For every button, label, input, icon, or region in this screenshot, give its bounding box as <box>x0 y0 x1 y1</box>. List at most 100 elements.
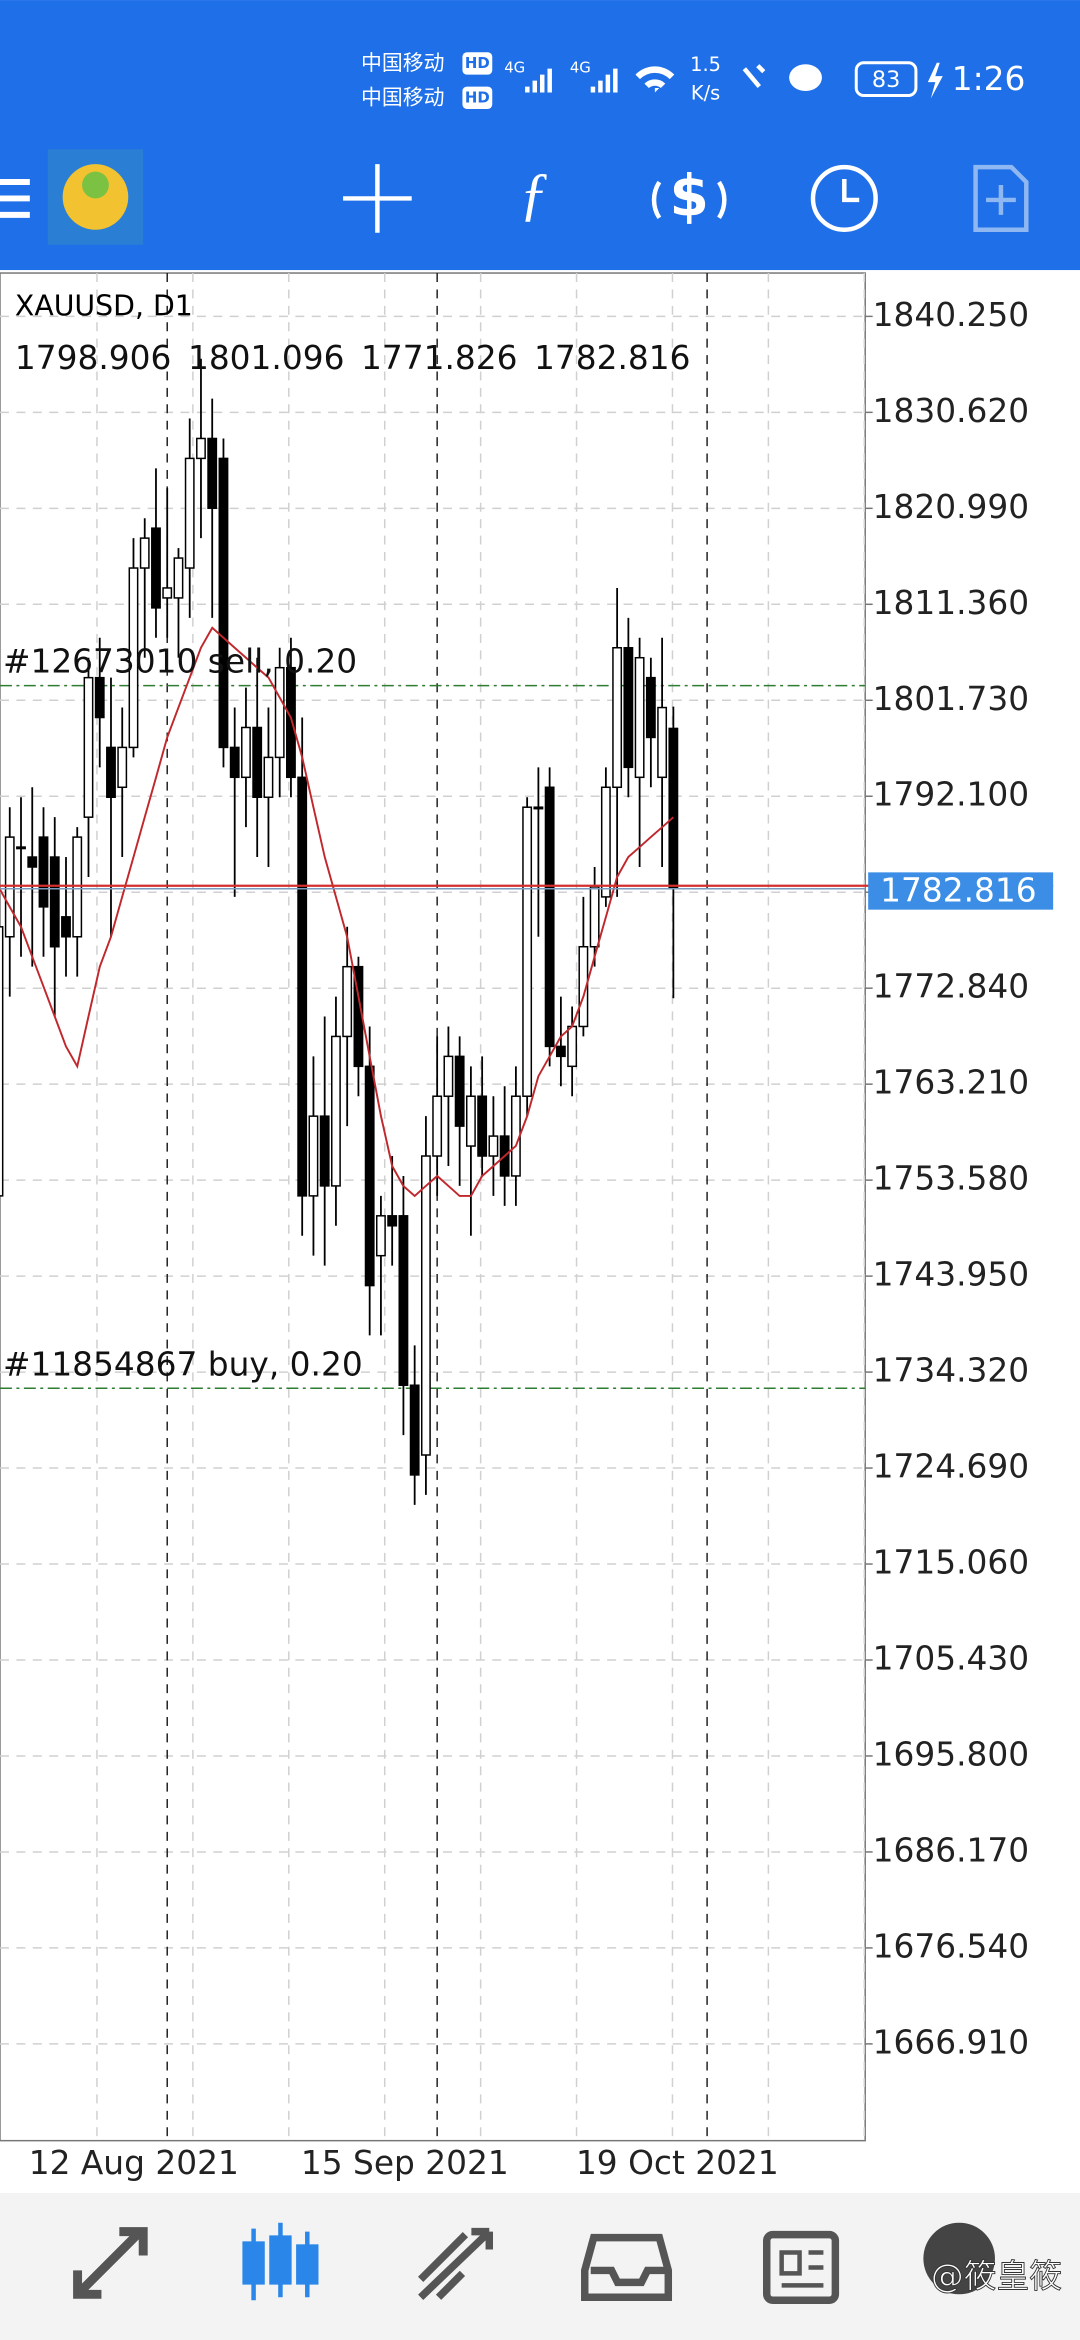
plot-area[interactable] <box>0 272 866 2142</box>
candle-body <box>229 746 240 779</box>
bottom-nav-items: @筱皇筱 <box>73 2222 1063 2305</box>
candle-body <box>477 1095 488 1157</box>
mute-icon <box>742 64 766 89</box>
candle-body <box>364 1065 375 1287</box>
y-tick-label: 1695.800 <box>873 1735 1029 1773</box>
candle-body <box>263 756 274 798</box>
trade-tab[interactable] <box>418 2227 494 2300</box>
candle-body <box>241 726 251 779</box>
candle-body <box>668 727 679 890</box>
x-tick-label: 19 Oct 2021 <box>576 2144 779 2182</box>
plus-icon <box>986 185 1016 215</box>
message-icon <box>789 64 822 92</box>
candle-body <box>657 706 668 779</box>
symbol-title: XAUUSD, D1 <box>15 289 193 322</box>
labels: XAUUSD, D1 1666.910 1676.540 1686.170 1695.… <box>3 289 1054 2182</box>
candle-body <box>94 676 105 719</box>
candle-body <box>139 537 150 569</box>
watermark: @筱皇筱 <box>931 2257 1062 2295</box>
y-tick-label: 1715.060 <box>873 1544 1029 1582</box>
x-tick-label: 12 Aug 2021 <box>29 2144 239 2182</box>
y-tick-label: 1811.360 <box>873 584 1029 622</box>
y-tick-label: 1792.100 <box>873 776 1029 814</box>
candle-body <box>319 1115 330 1187</box>
menu-button[interactable] <box>0 179 30 218</box>
avatar <box>923 2222 995 2295</box>
carrier: 中国移动 <box>361 86 445 110</box>
candle-body <box>612 647 623 789</box>
candle-body <box>286 666 296 779</box>
logo-mark <box>82 171 109 199</box>
y-tick-label: 1753.580 <box>873 1160 1029 1198</box>
candle-body <box>600 786 611 898</box>
candle-body <box>16 846 26 850</box>
x-tick-label: 15 Sep 2021 <box>301 2144 509 2182</box>
indicators-button[interactable]: ƒ <box>519 161 549 227</box>
candle-body <box>297 776 308 1197</box>
candle-body <box>420 1155 431 1456</box>
ohlc-open: 1798.906 <box>15 339 172 377</box>
candle-body <box>207 437 218 509</box>
y-tick-label: 1743.950 <box>873 1256 1029 1294</box>
app-bar <box>0 0 1080 271</box>
y-tick-label: 1724.690 <box>873 1448 1029 1486</box>
candle-body <box>409 1384 420 1476</box>
price-label-bg <box>868 872 1054 910</box>
candle-body <box>0 926 4 1197</box>
candle-body <box>274 666 285 759</box>
charging-icon <box>927 62 943 99</box>
wifi-icon <box>635 66 675 93</box>
signal-icon <box>525 68 618 93</box>
candle-body <box>634 656 645 779</box>
grid <box>0 273 873 2141</box>
candle-body <box>398 1215 409 1386</box>
candle-body <box>376 1215 386 1257</box>
candle-body <box>117 746 128 789</box>
ohlc-close: 1782.816 <box>534 339 691 377</box>
y-tick-label: 1820.990 <box>873 488 1029 526</box>
candle-body <box>567 1025 578 1068</box>
quotes-tab[interactable] <box>73 2227 148 2299</box>
candle-body <box>589 886 600 948</box>
candle-body <box>83 676 94 818</box>
candle-body <box>49 856 60 948</box>
candle-body <box>454 1055 465 1127</box>
candles <box>0 358 1054 1505</box>
y-tick-label: 1763.210 <box>873 1064 1029 1102</box>
hd-badge <box>462 52 493 75</box>
news-tab[interactable] <box>763 2230 840 2305</box>
candle-body <box>645 676 656 739</box>
candle-body <box>151 527 161 609</box>
clock: 1:26 <box>952 60 1026 98</box>
candle-body <box>72 836 83 938</box>
trade-button[interactable]: $ <box>669 164 708 230</box>
y-tick-label: 1676.540 <box>873 1927 1029 1965</box>
y-tick-label: 1734.320 <box>873 1352 1029 1390</box>
trade-arrows <box>651 180 727 220</box>
candle-body <box>544 786 555 1048</box>
candle-body <box>38 836 49 908</box>
hd: HD <box>465 89 490 107</box>
candle-body <box>128 567 139 749</box>
crosshair-button[interactable] <box>343 164 412 233</box>
chart-tab[interactable] <box>242 2222 319 2301</box>
candle-body <box>162 587 173 599</box>
new-order-button[interactable] <box>973 164 1029 233</box>
bottom-nav <box>0 2192 1080 2340</box>
candle-body <box>533 806 544 810</box>
net-speed: 1.5 <box>690 53 721 76</box>
candle-body <box>106 746 116 798</box>
history-tab[interactable] <box>581 2233 673 2302</box>
candle-body <box>555 1045 566 1058</box>
y-tick-label: 1705.430 <box>873 1639 1029 1677</box>
candle-body <box>578 945 589 1028</box>
period-button[interactable] <box>810 164 878 233</box>
candle-body <box>331 1035 341 1187</box>
net-speed-unit: K/s <box>691 82 720 105</box>
candle-body <box>488 1135 499 1157</box>
current-price: 1782.816 <box>880 871 1037 909</box>
order-label: #12673010 sell, 0.20 <box>3 643 357 681</box>
candle-body <box>218 457 229 749</box>
candle-body <box>4 836 15 938</box>
